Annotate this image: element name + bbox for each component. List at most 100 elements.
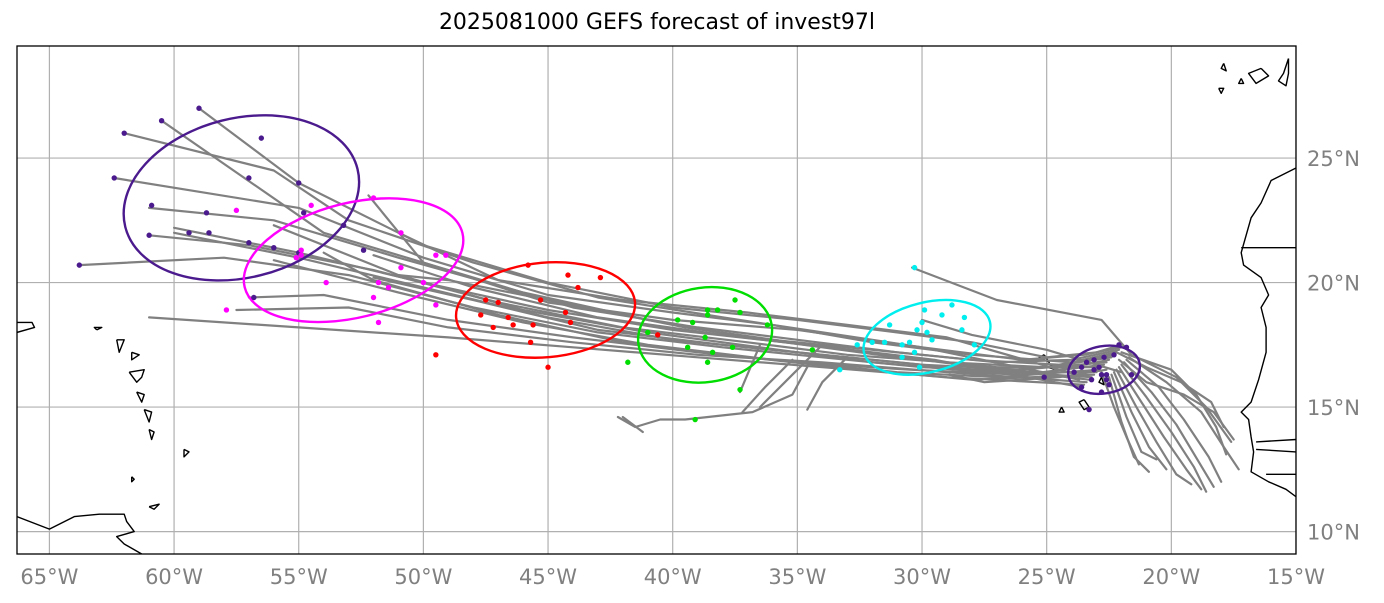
forecast-position-point xyxy=(565,272,571,278)
forecast-position-point xyxy=(1106,381,1112,388)
forecast-position-point xyxy=(764,322,771,328)
forecast-position-point xyxy=(1103,372,1110,378)
forecast-position-point xyxy=(246,175,252,181)
ensemble-track xyxy=(621,415,644,434)
forecast-position-point xyxy=(655,332,661,338)
uncertainty-ellipse xyxy=(122,114,361,282)
uncertainty-ellipse xyxy=(454,260,637,359)
coastline xyxy=(1247,67,1270,85)
forecast-position-point xyxy=(959,327,965,333)
forecast-position-point xyxy=(483,297,489,303)
coastline xyxy=(1078,398,1090,411)
forecast-position-point xyxy=(921,307,928,313)
coastline xyxy=(128,369,145,383)
forecast-position-point xyxy=(704,312,711,318)
coastline xyxy=(131,476,135,483)
ensemble-track xyxy=(272,224,1098,374)
forecast-position-point xyxy=(298,247,304,253)
forecast-positions xyxy=(76,105,1135,423)
forecast-position-point xyxy=(929,337,935,343)
ensemble-track xyxy=(148,234,1113,369)
forecast-position-point xyxy=(971,342,978,348)
forecast-position-point xyxy=(906,339,913,346)
forecast-position-point xyxy=(911,349,918,355)
forecast-position-point xyxy=(223,307,230,313)
forecast-position-point xyxy=(704,307,711,313)
coastline xyxy=(1098,376,1105,386)
forecast-position-point xyxy=(206,230,212,236)
coastline xyxy=(1058,406,1065,413)
forecast-position-point xyxy=(545,364,551,370)
forecast-position-point xyxy=(914,327,920,333)
coastline xyxy=(136,391,145,403)
ensemble-track xyxy=(1110,348,1225,429)
forecast-position-point xyxy=(398,230,404,236)
lon-tick-label: 25°W xyxy=(1018,565,1076,589)
forecast-position-point xyxy=(433,252,439,258)
forecast-position-point xyxy=(837,367,843,373)
forecast-position-point xyxy=(251,294,257,301)
forecast-position-point xyxy=(398,264,404,271)
coastline xyxy=(1256,438,1296,443)
coastline xyxy=(131,351,140,361)
ensemble-track xyxy=(1122,361,1215,488)
forecast-position-point xyxy=(370,294,377,301)
ensemble-track xyxy=(741,358,794,414)
coastline xyxy=(1256,448,1296,453)
longitude-tick-labels: 65°W 60°W 55°W 50°W 45°W 40°W 35°W 30°W 25°W 20°W… xyxy=(20,565,1325,589)
forecast-position-point xyxy=(490,324,496,331)
lon-tick-label: 30°W xyxy=(893,565,951,589)
forecast-position-point xyxy=(737,386,743,393)
forecast-position-point xyxy=(301,210,307,216)
forecast-position-point xyxy=(1098,372,1105,378)
ensemble-track xyxy=(148,316,1086,386)
uncertainty-ellipse xyxy=(636,285,774,384)
coastline xyxy=(148,503,160,510)
ensemble-track xyxy=(372,276,1093,379)
forecast-position-point xyxy=(1096,364,1102,370)
forecast-position-point xyxy=(1098,389,1105,395)
forecast-position-point xyxy=(121,130,127,136)
forecast-position-point xyxy=(527,339,534,346)
forecast-position-point xyxy=(1088,376,1095,383)
coastline xyxy=(17,321,36,334)
lon-tick-label: 40°W xyxy=(644,565,702,589)
coastline xyxy=(17,513,143,554)
forecast-position-point xyxy=(1078,384,1085,390)
coastline xyxy=(1220,63,1227,72)
ensemble-tracks xyxy=(78,107,1240,493)
uncertainty-ellipses xyxy=(122,114,1142,396)
ensemble-track xyxy=(911,266,1133,356)
forecast-position-point xyxy=(732,297,738,303)
forecast-position-point xyxy=(296,180,302,186)
ensemble-track xyxy=(123,132,1123,361)
forecast-position-point xyxy=(704,359,711,365)
uncertainty-ellipse xyxy=(1066,344,1142,396)
ensemble-track xyxy=(806,356,849,411)
forecast-position-point xyxy=(525,262,531,268)
forecast-position-point xyxy=(148,202,155,209)
forecast-position-point xyxy=(298,252,304,258)
ensemble-track xyxy=(367,194,1081,381)
forecast-position-point xyxy=(714,307,721,313)
forecast-position-point xyxy=(899,354,905,360)
forecast-position-point xyxy=(1078,364,1085,370)
forecast-position-point xyxy=(854,342,860,348)
forecast-position-point xyxy=(597,274,604,281)
ensemble-track xyxy=(1127,356,1240,471)
forecast-position-point xyxy=(645,329,651,336)
lat-tick-label: 25°N xyxy=(1307,147,1360,171)
forecast-position-point xyxy=(949,302,955,308)
coastline xyxy=(1277,58,1290,87)
coastline xyxy=(183,448,190,458)
forecast-position-point xyxy=(881,339,888,346)
forecast-position-point xyxy=(886,322,893,328)
forecast-position-point xyxy=(340,222,347,228)
ensemble-track xyxy=(397,231,1078,376)
forecast-position-point xyxy=(1041,374,1047,380)
forecast-position-point xyxy=(478,312,484,318)
coastline xyxy=(1240,167,1296,498)
forecast-position-point xyxy=(323,279,329,286)
uncertainty-ellipse xyxy=(862,298,992,376)
ensemble-track xyxy=(397,274,1083,389)
